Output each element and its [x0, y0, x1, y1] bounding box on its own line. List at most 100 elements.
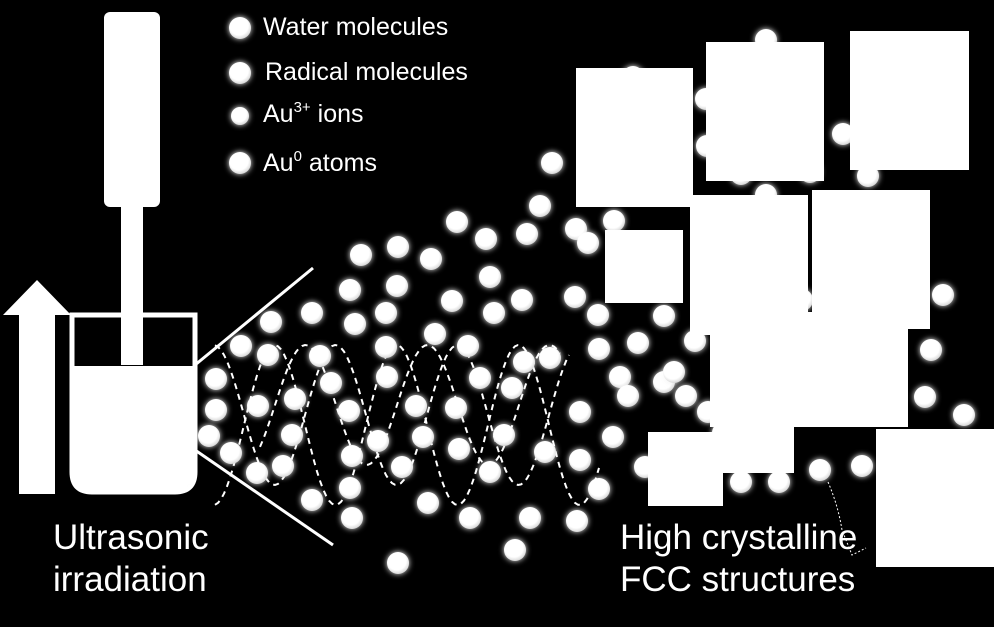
crystal-block — [716, 405, 794, 473]
legend-label-au-atom: Au0 atoms — [263, 148, 377, 177]
legend-marker-au-atom — [229, 152, 251, 174]
particle — [653, 305, 675, 327]
fcc-crystal-blocks — [576, 31, 994, 567]
particle — [320, 372, 342, 394]
particle — [424, 323, 446, 345]
particle — [588, 478, 610, 500]
legend-label-water: Water molecules — [263, 13, 449, 41]
particle — [539, 347, 561, 369]
particle — [730, 471, 752, 493]
particle — [198, 425, 220, 447]
caption-right-line1: High crystalline — [620, 518, 858, 557]
particle — [230, 335, 252, 357]
particle — [260, 311, 282, 333]
particle — [446, 211, 468, 233]
particle — [344, 313, 366, 335]
caption-left-line2: irradiation — [53, 560, 207, 599]
crystal-block — [690, 195, 808, 335]
particle — [386, 275, 408, 297]
particle — [519, 507, 541, 529]
particle — [309, 345, 331, 367]
particle — [684, 330, 706, 352]
particle — [341, 445, 363, 467]
particle — [511, 289, 533, 311]
crystal-block — [648, 432, 723, 506]
crystal-block — [576, 68, 693, 207]
particle — [602, 426, 624, 448]
particle — [627, 332, 649, 354]
particle — [387, 236, 409, 258]
particle — [445, 397, 467, 419]
particle — [577, 232, 599, 254]
particle — [475, 228, 497, 250]
particle — [339, 477, 361, 499]
particle — [301, 489, 323, 511]
crystal-block — [605, 230, 683, 303]
zoom-line-bottom — [194, 448, 334, 547]
particle — [932, 284, 954, 306]
particle — [493, 424, 515, 446]
particle — [405, 395, 427, 417]
particle — [609, 366, 631, 388]
particle — [284, 388, 306, 410]
crystal-block — [706, 42, 824, 181]
legend-marker-water — [229, 17, 251, 39]
particle — [281, 424, 303, 446]
particle — [457, 335, 479, 357]
particle — [564, 286, 586, 308]
particle — [569, 401, 591, 423]
beaker-icon — [69, 312, 198, 495]
particle — [516, 223, 538, 245]
particle — [391, 456, 413, 478]
particle — [417, 492, 439, 514]
caption-ultrasonic-irradiation: Ultrasonic irradiation — [53, 517, 209, 601]
particle — [504, 539, 526, 561]
legend-marker-radical — [229, 62, 251, 84]
particle — [301, 302, 323, 324]
particle — [448, 438, 470, 460]
particle — [541, 152, 563, 174]
particle — [832, 123, 854, 145]
particle — [513, 351, 535, 373]
particle — [469, 367, 491, 389]
particle — [566, 510, 588, 532]
particle — [479, 266, 501, 288]
crystal-block — [812, 190, 930, 329]
particle — [247, 395, 269, 417]
caption-right-line2: FCC structures — [620, 560, 856, 599]
particle — [412, 426, 434, 448]
particle — [205, 368, 227, 390]
particle — [809, 459, 831, 481]
particle — [205, 399, 227, 421]
particle — [914, 386, 936, 408]
particle — [367, 430, 389, 452]
legend-label-au-ion: Au3+ ions — [263, 99, 364, 128]
particle — [420, 248, 442, 270]
particle — [338, 400, 360, 422]
particle — [617, 385, 639, 407]
particle — [529, 195, 551, 217]
particle — [246, 462, 268, 484]
particle — [675, 385, 697, 407]
particle — [851, 455, 873, 477]
particle — [220, 442, 242, 464]
particle — [534, 441, 556, 463]
crystal-block — [876, 429, 994, 567]
ultrasound-waves — [214, 343, 600, 507]
caption-fcc-structures: High crystalline FCC structures — [620, 517, 857, 601]
sonicator-probe-icon — [104, 12, 160, 365]
particle — [857, 165, 879, 187]
particle — [376, 366, 398, 388]
particle — [569, 449, 591, 471]
particle — [459, 507, 481, 529]
particle — [375, 336, 397, 358]
particle — [479, 461, 501, 483]
legend-markers — [229, 17, 251, 174]
particle — [953, 404, 975, 426]
particle — [257, 344, 279, 366]
zoom-line-top — [194, 266, 314, 367]
crystal-block — [850, 31, 969, 170]
ultrasound-wave-line — [214, 343, 600, 507]
